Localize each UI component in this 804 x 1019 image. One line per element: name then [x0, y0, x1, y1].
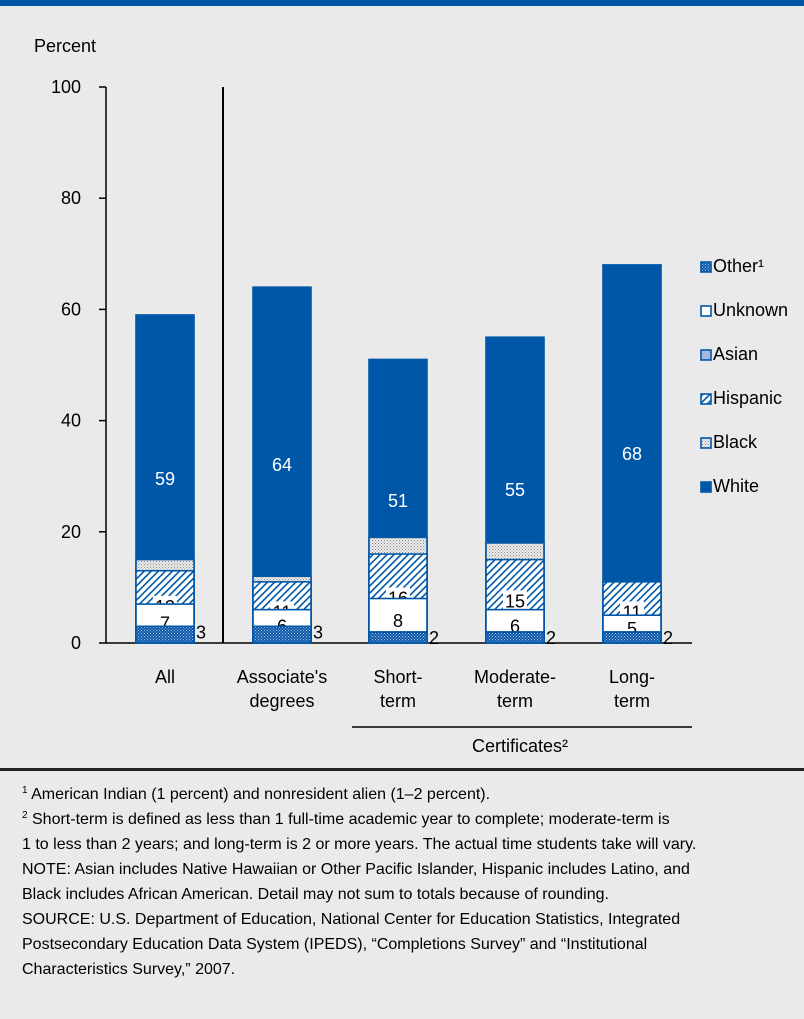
x-tick-label: Moderate- — [474, 667, 556, 687]
segment-other — [485, 631, 545, 644]
data-label: 15 — [505, 591, 525, 611]
legend-item-hispanic: Hispanic — [700, 388, 782, 408]
legend-label: Black — [713, 432, 758, 452]
x-tick-label: All — [155, 667, 175, 687]
segment-other — [602, 631, 662, 644]
note-line-2: Black includes African American. Detail … — [22, 886, 609, 903]
legend-swatch — [700, 393, 712, 405]
bar-all: 591513473 — [135, 314, 206, 644]
x-tick-label: term — [614, 691, 650, 711]
x-tick-label: Short- — [373, 667, 422, 687]
bars: 5915134736412115635119165825518154626810… — [135, 264, 673, 648]
legend-label: Hispanic — [713, 388, 782, 408]
legend-label: Unknown — [713, 300, 788, 320]
y-axis-title: Percent — [34, 36, 96, 56]
y-tick-label: 60 — [61, 299, 81, 319]
x-tick-label: Long- — [609, 667, 655, 687]
y-tick-label: 100 — [51, 77, 81, 97]
y-tick-label: 20 — [61, 522, 81, 542]
source-line-2: Postsecondary Education Data System (IPE… — [22, 936, 648, 953]
footnotes: 1 American Indian (1 percent) and nonres… — [22, 782, 802, 982]
legend-swatch — [700, 261, 712, 273]
y-tick-label: 0 — [71, 633, 81, 653]
x-tick-label: term — [380, 691, 416, 711]
legend: Other¹ Unknown Asian Hispanic Black White — [700, 256, 788, 496]
data-label: 8 — [393, 611, 403, 631]
legend-swatch — [700, 437, 712, 449]
data-label: 68 — [622, 444, 642, 464]
segment-other — [252, 625, 312, 644]
data-label: 3 — [196, 622, 206, 642]
source-line-3: Characteristics Survey,” 2007. — [22, 961, 236, 978]
top-accent-bar — [0, 0, 804, 6]
bar-short-term: 511916582 — [368, 358, 439, 648]
source-line-1: SOURCE: U.S. Department of Education, Na… — [22, 911, 681, 928]
y-tick-label: 80 — [61, 188, 81, 208]
x-tick-label: Associate's — [237, 667, 327, 687]
x-tick-label: degrees — [249, 691, 314, 711]
legend-item-unknown: Unknown — [700, 300, 788, 320]
note-line-1: NOTE: Asian includes Native Hawaiian or … — [22, 861, 690, 878]
footnote-2: 2 Short-term is defined as less than 1 f… — [22, 810, 670, 829]
segment-other — [368, 631, 428, 644]
bar-moderate-term: 551815462 — [485, 336, 556, 648]
data-label: 3 — [313, 622, 323, 642]
data-label: 2 — [546, 628, 556, 648]
notes-divider — [0, 768, 804, 771]
data-label: 64 — [272, 455, 292, 475]
legend-label: White — [713, 476, 759, 496]
footnote-1: 1 American Indian (1 percent) and nonres… — [22, 785, 491, 804]
bar-long-term: 681011452 — [602, 264, 673, 648]
bar-associate-s-degrees: 641211563 — [252, 286, 323, 644]
segment-other — [135, 625, 195, 644]
data-label: 51 — [388, 491, 408, 511]
legend-label: Other¹ — [713, 256, 764, 276]
data-label-bg — [503, 590, 527, 613]
legend-swatch — [700, 349, 712, 361]
legend-item-asian: Asian — [700, 344, 758, 364]
data-label: 7 — [160, 614, 170, 634]
x-tick-label: term — [497, 691, 533, 711]
legend-swatch — [700, 305, 712, 317]
data-label: 59 — [155, 469, 175, 489]
data-label: 5 — [627, 619, 637, 639]
data-label: 2 — [663, 628, 673, 648]
legend-item-other: Other¹ — [700, 256, 764, 276]
x-axis-labels: All Associate's degrees Short-term Moderate-… — [155, 667, 655, 711]
legend-label: Asian — [713, 344, 758, 364]
legend-item-white: White — [700, 476, 759, 496]
footnote-2-cont: 1 to less than 2 years; and long-term is… — [22, 836, 697, 853]
y-tick-label: 40 — [61, 411, 81, 431]
data-label: 2 — [429, 628, 439, 648]
data-label: 55 — [505, 480, 525, 500]
certificates-group-label: Certificates² — [472, 736, 568, 756]
segment-white — [602, 264, 662, 644]
legend-swatch — [700, 481, 712, 493]
y-axis: 0 20 40 60 80 100 — [51, 77, 692, 653]
data-label: 6 — [510, 616, 520, 636]
legend-item-black: Black — [700, 432, 758, 452]
